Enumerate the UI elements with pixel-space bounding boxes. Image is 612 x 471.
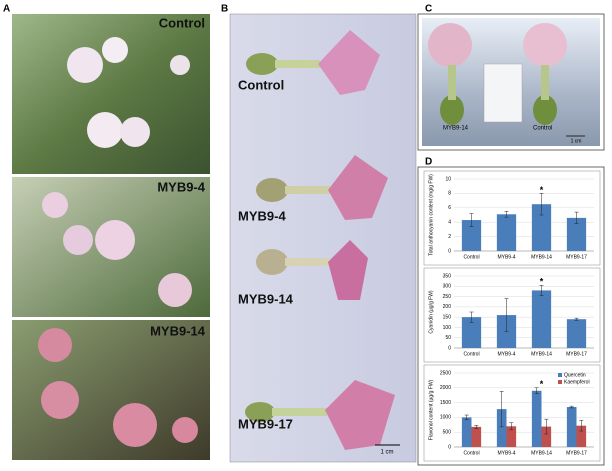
x-tick-label: MYB9-4 bbox=[497, 351, 515, 357]
photo-label: MYB9-14 bbox=[443, 126, 469, 132]
y-tick-label: 0 bbox=[448, 345, 451, 351]
y-tick-label: 4 bbox=[448, 220, 451, 226]
x-tick-label: MYB9-14 bbox=[531, 351, 552, 357]
legend-swatch bbox=[558, 380, 562, 384]
x-tick-label: MYB9-4 bbox=[497, 450, 515, 456]
legend-label: Quercetin bbox=[564, 372, 586, 378]
photo-label: MYB9-14 bbox=[150, 323, 206, 338]
x-tick-label: MYB9-17 bbox=[566, 450, 587, 456]
bar bbox=[566, 407, 577, 447]
x-tick-label: Control bbox=[463, 254, 479, 260]
error-bar bbox=[539, 285, 544, 296]
y-tick-label: 50 bbox=[445, 335, 451, 341]
y-tick-label: 500 bbox=[443, 430, 452, 436]
photo-label: MYB9-17 bbox=[238, 416, 293, 431]
y-tick-label: 1500 bbox=[440, 400, 451, 406]
error-bar bbox=[544, 418, 549, 435]
bar bbox=[531, 290, 552, 348]
error-bar bbox=[469, 311, 474, 323]
chart: Flavonol content (µg/g FW) 0 500 1000 1500 20… bbox=[423, 364, 601, 462]
y-tick-label: 0 bbox=[448, 248, 451, 254]
y-tick-label: 6 bbox=[448, 205, 451, 211]
error-bar bbox=[504, 298, 509, 332]
x-tick-label: MYB9-17 bbox=[566, 254, 587, 260]
photo bbox=[229, 13, 417, 463]
error-bar bbox=[469, 213, 474, 227]
bar bbox=[566, 217, 587, 251]
error-bar bbox=[569, 405, 574, 409]
error-bar bbox=[539, 193, 544, 216]
y-axis-label: Cyanidin (µg/g FW) bbox=[428, 290, 434, 334]
bar bbox=[461, 317, 482, 348]
scale-label: 1 cm bbox=[571, 138, 582, 144]
bar bbox=[461, 220, 482, 251]
error-bar bbox=[504, 211, 509, 218]
panel-label: C bbox=[425, 4, 432, 15]
y-axis-label: Total anthocyanin content (mg/g FW) bbox=[428, 174, 434, 256]
x-tick-label: MYB9-17 bbox=[566, 351, 587, 357]
y-tick-label: 2 bbox=[448, 234, 451, 240]
scale-label: 1 cm bbox=[380, 450, 393, 456]
bar bbox=[541, 426, 552, 447]
flowers bbox=[38, 37, 198, 447]
bar bbox=[576, 425, 587, 447]
x-tick-label: MYB9-4 bbox=[497, 254, 515, 260]
x-tick-label: Control bbox=[463, 450, 479, 456]
error-bar bbox=[499, 391, 504, 428]
y-tick-label: 100 bbox=[443, 325, 452, 331]
y-tick-label: 250 bbox=[443, 294, 452, 300]
y-tick-label: 2500 bbox=[440, 370, 451, 376]
y-tick-label: 300 bbox=[443, 284, 452, 290]
bar bbox=[496, 214, 517, 251]
error-bar bbox=[579, 420, 584, 432]
y-axis-label: Flavonol content (µg/g FW) bbox=[428, 379, 434, 440]
x-tick-label: Control bbox=[463, 351, 479, 357]
significance-marker: * bbox=[540, 277, 544, 287]
photo-label: MYB9-4 bbox=[157, 179, 205, 194]
y-tick-label: 200 bbox=[443, 304, 452, 310]
error-bar bbox=[534, 387, 539, 394]
photo-label: MYB9-4 bbox=[238, 208, 286, 223]
photo-label: MYB9-14 bbox=[238, 291, 294, 306]
y-tick-label: 1000 bbox=[440, 415, 451, 421]
error-bar bbox=[574, 317, 579, 321]
panel-label: A bbox=[3, 4, 10, 15]
error-bar bbox=[574, 211, 579, 224]
significance-marker: * bbox=[540, 379, 544, 389]
bar bbox=[461, 417, 472, 447]
bar bbox=[496, 409, 507, 447]
bar bbox=[566, 319, 587, 348]
bar bbox=[531, 390, 542, 447]
bar bbox=[506, 426, 517, 447]
x-tick-label: MYB9-14 bbox=[531, 450, 552, 456]
y-tick-label: 2000 bbox=[440, 385, 451, 391]
y-tick-label: 8 bbox=[448, 191, 451, 197]
bar bbox=[471, 426, 482, 447]
legend-label: Kaempferol bbox=[564, 379, 590, 385]
photo-label: Control bbox=[533, 126, 552, 132]
y-tick-label: 10 bbox=[445, 176, 451, 182]
panel-label: D bbox=[425, 157, 432, 168]
photo-label: Control bbox=[238, 77, 284, 92]
chart: Cyanidin (µg/g FW) 0 50 100 150 200 250 300 350 C… bbox=[423, 267, 601, 363]
y-tick-label: 350 bbox=[443, 273, 452, 279]
photo-label: Control bbox=[159, 15, 205, 30]
legend-swatch bbox=[558, 373, 562, 377]
y-tick-label: 0 bbox=[448, 444, 451, 450]
panel-label: B bbox=[221, 4, 228, 15]
flowers bbox=[428, 23, 567, 125]
error-bar bbox=[509, 422, 514, 431]
significance-marker: * bbox=[540, 185, 544, 195]
y-tick-label: 150 bbox=[443, 314, 452, 320]
error-bar bbox=[464, 414, 469, 421]
chart: Total anthocyanin content (mg/g FW) 0 2 4 6 8… bbox=[423, 170, 601, 266]
bar bbox=[531, 204, 552, 251]
charts: Total anthocyanin content (mg/g FW) 0 2 4 6 8… bbox=[423, 170, 601, 462]
error-bar bbox=[474, 425, 479, 429]
flowers bbox=[245, 30, 395, 450]
x-tick-label: MYB9-14 bbox=[531, 254, 552, 260]
